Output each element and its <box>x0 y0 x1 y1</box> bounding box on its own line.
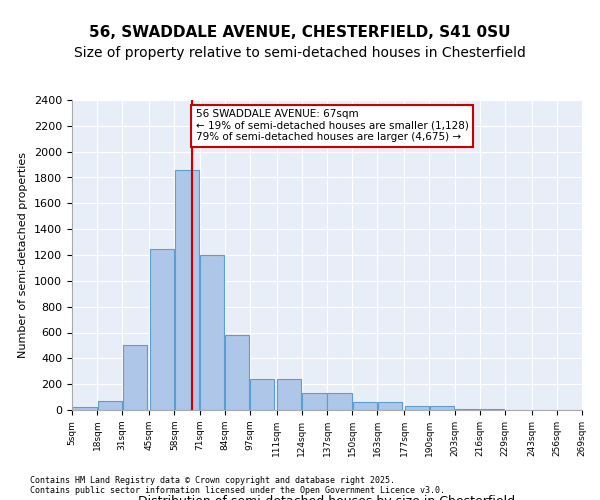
Bar <box>405 406 429 410</box>
Bar <box>378 402 402 410</box>
Bar <box>302 393 326 410</box>
Bar <box>200 255 224 410</box>
Bar <box>175 170 199 410</box>
Text: Contains HM Land Registry data © Crown copyright and database right 2025.
Contai: Contains HM Land Registry data © Crown c… <box>30 476 445 495</box>
Bar <box>225 335 249 410</box>
Text: Size of property relative to semi-detached houses in Chesterfield: Size of property relative to semi-detach… <box>74 46 526 60</box>
Bar <box>98 401 122 410</box>
Bar <box>123 346 147 410</box>
Bar <box>328 393 352 410</box>
Bar <box>250 379 274 410</box>
X-axis label: Distribution of semi-detached houses by size in Chesterfield: Distribution of semi-detached houses by … <box>139 495 515 500</box>
Text: 56 SWADDALE AVENUE: 67sqm
← 19% of semi-detached houses are smaller (1,128)
79% : 56 SWADDALE AVENUE: 67sqm ← 19% of semi-… <box>196 109 469 142</box>
Bar <box>277 379 301 410</box>
Text: 56, SWADDALE AVENUE, CHESTERFIELD, S41 0SU: 56, SWADDALE AVENUE, CHESTERFIELD, S41 0… <box>89 25 511 40</box>
Bar <box>353 402 377 410</box>
Y-axis label: Number of semi-detached properties: Number of semi-detached properties <box>19 152 28 358</box>
Bar <box>73 408 97 410</box>
Bar <box>455 408 479 410</box>
Bar <box>150 248 174 410</box>
Bar <box>430 406 454 410</box>
